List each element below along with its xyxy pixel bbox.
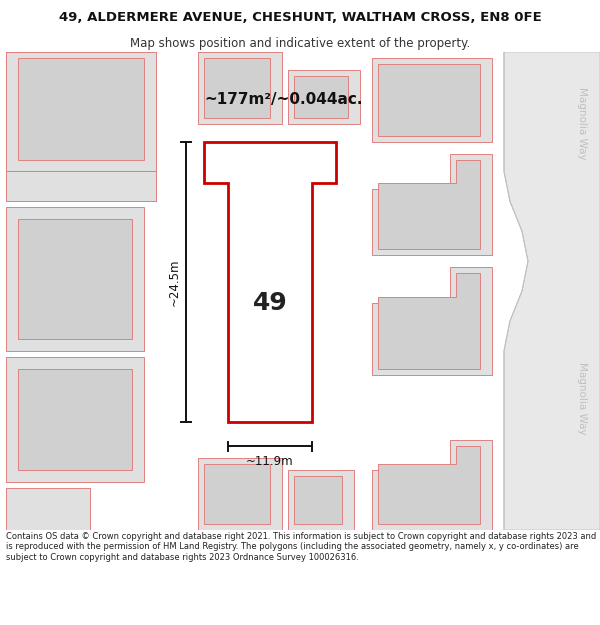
Text: ~24.5m: ~24.5m: [168, 258, 181, 306]
Bar: [378, 64, 480, 136]
Text: Magnolia Way: Magnolia Way: [577, 88, 587, 160]
Bar: [6, 488, 90, 530]
Text: ~11.9m: ~11.9m: [246, 455, 294, 468]
Text: ~177m²/~0.044ac.: ~177m²/~0.044ac.: [204, 92, 362, 108]
Bar: [6, 357, 144, 482]
Text: Map shows position and indicative extent of the property.: Map shows position and indicative extent…: [130, 38, 470, 51]
Bar: [198, 458, 282, 530]
Text: Contains OS data © Crown copyright and database right 2021. This information is : Contains OS data © Crown copyright and d…: [6, 532, 596, 562]
Bar: [288, 470, 354, 530]
Bar: [198, 52, 282, 124]
Polygon shape: [372, 441, 492, 530]
Bar: [6, 208, 144, 351]
Polygon shape: [372, 267, 492, 374]
Polygon shape: [6, 171, 156, 201]
Bar: [204, 464, 270, 524]
Bar: [294, 476, 342, 524]
Polygon shape: [18, 58, 144, 159]
Polygon shape: [378, 159, 480, 249]
Text: 49: 49: [253, 291, 287, 315]
Bar: [372, 58, 492, 142]
Polygon shape: [378, 446, 480, 524]
Polygon shape: [504, 52, 600, 530]
Polygon shape: [6, 52, 156, 171]
Bar: [294, 76, 348, 118]
Text: 49, ALDERMERE AVENUE, CHESHUNT, WALTHAM CROSS, EN8 0FE: 49, ALDERMERE AVENUE, CHESHUNT, WALTHAM …: [59, 11, 541, 24]
Text: Magnolia Way: Magnolia Way: [577, 362, 587, 435]
Bar: [204, 58, 270, 118]
Polygon shape: [372, 154, 492, 255]
Bar: [18, 369, 132, 470]
Polygon shape: [204, 142, 336, 423]
Bar: [18, 219, 132, 339]
Polygon shape: [378, 273, 480, 369]
Bar: [288, 70, 360, 124]
